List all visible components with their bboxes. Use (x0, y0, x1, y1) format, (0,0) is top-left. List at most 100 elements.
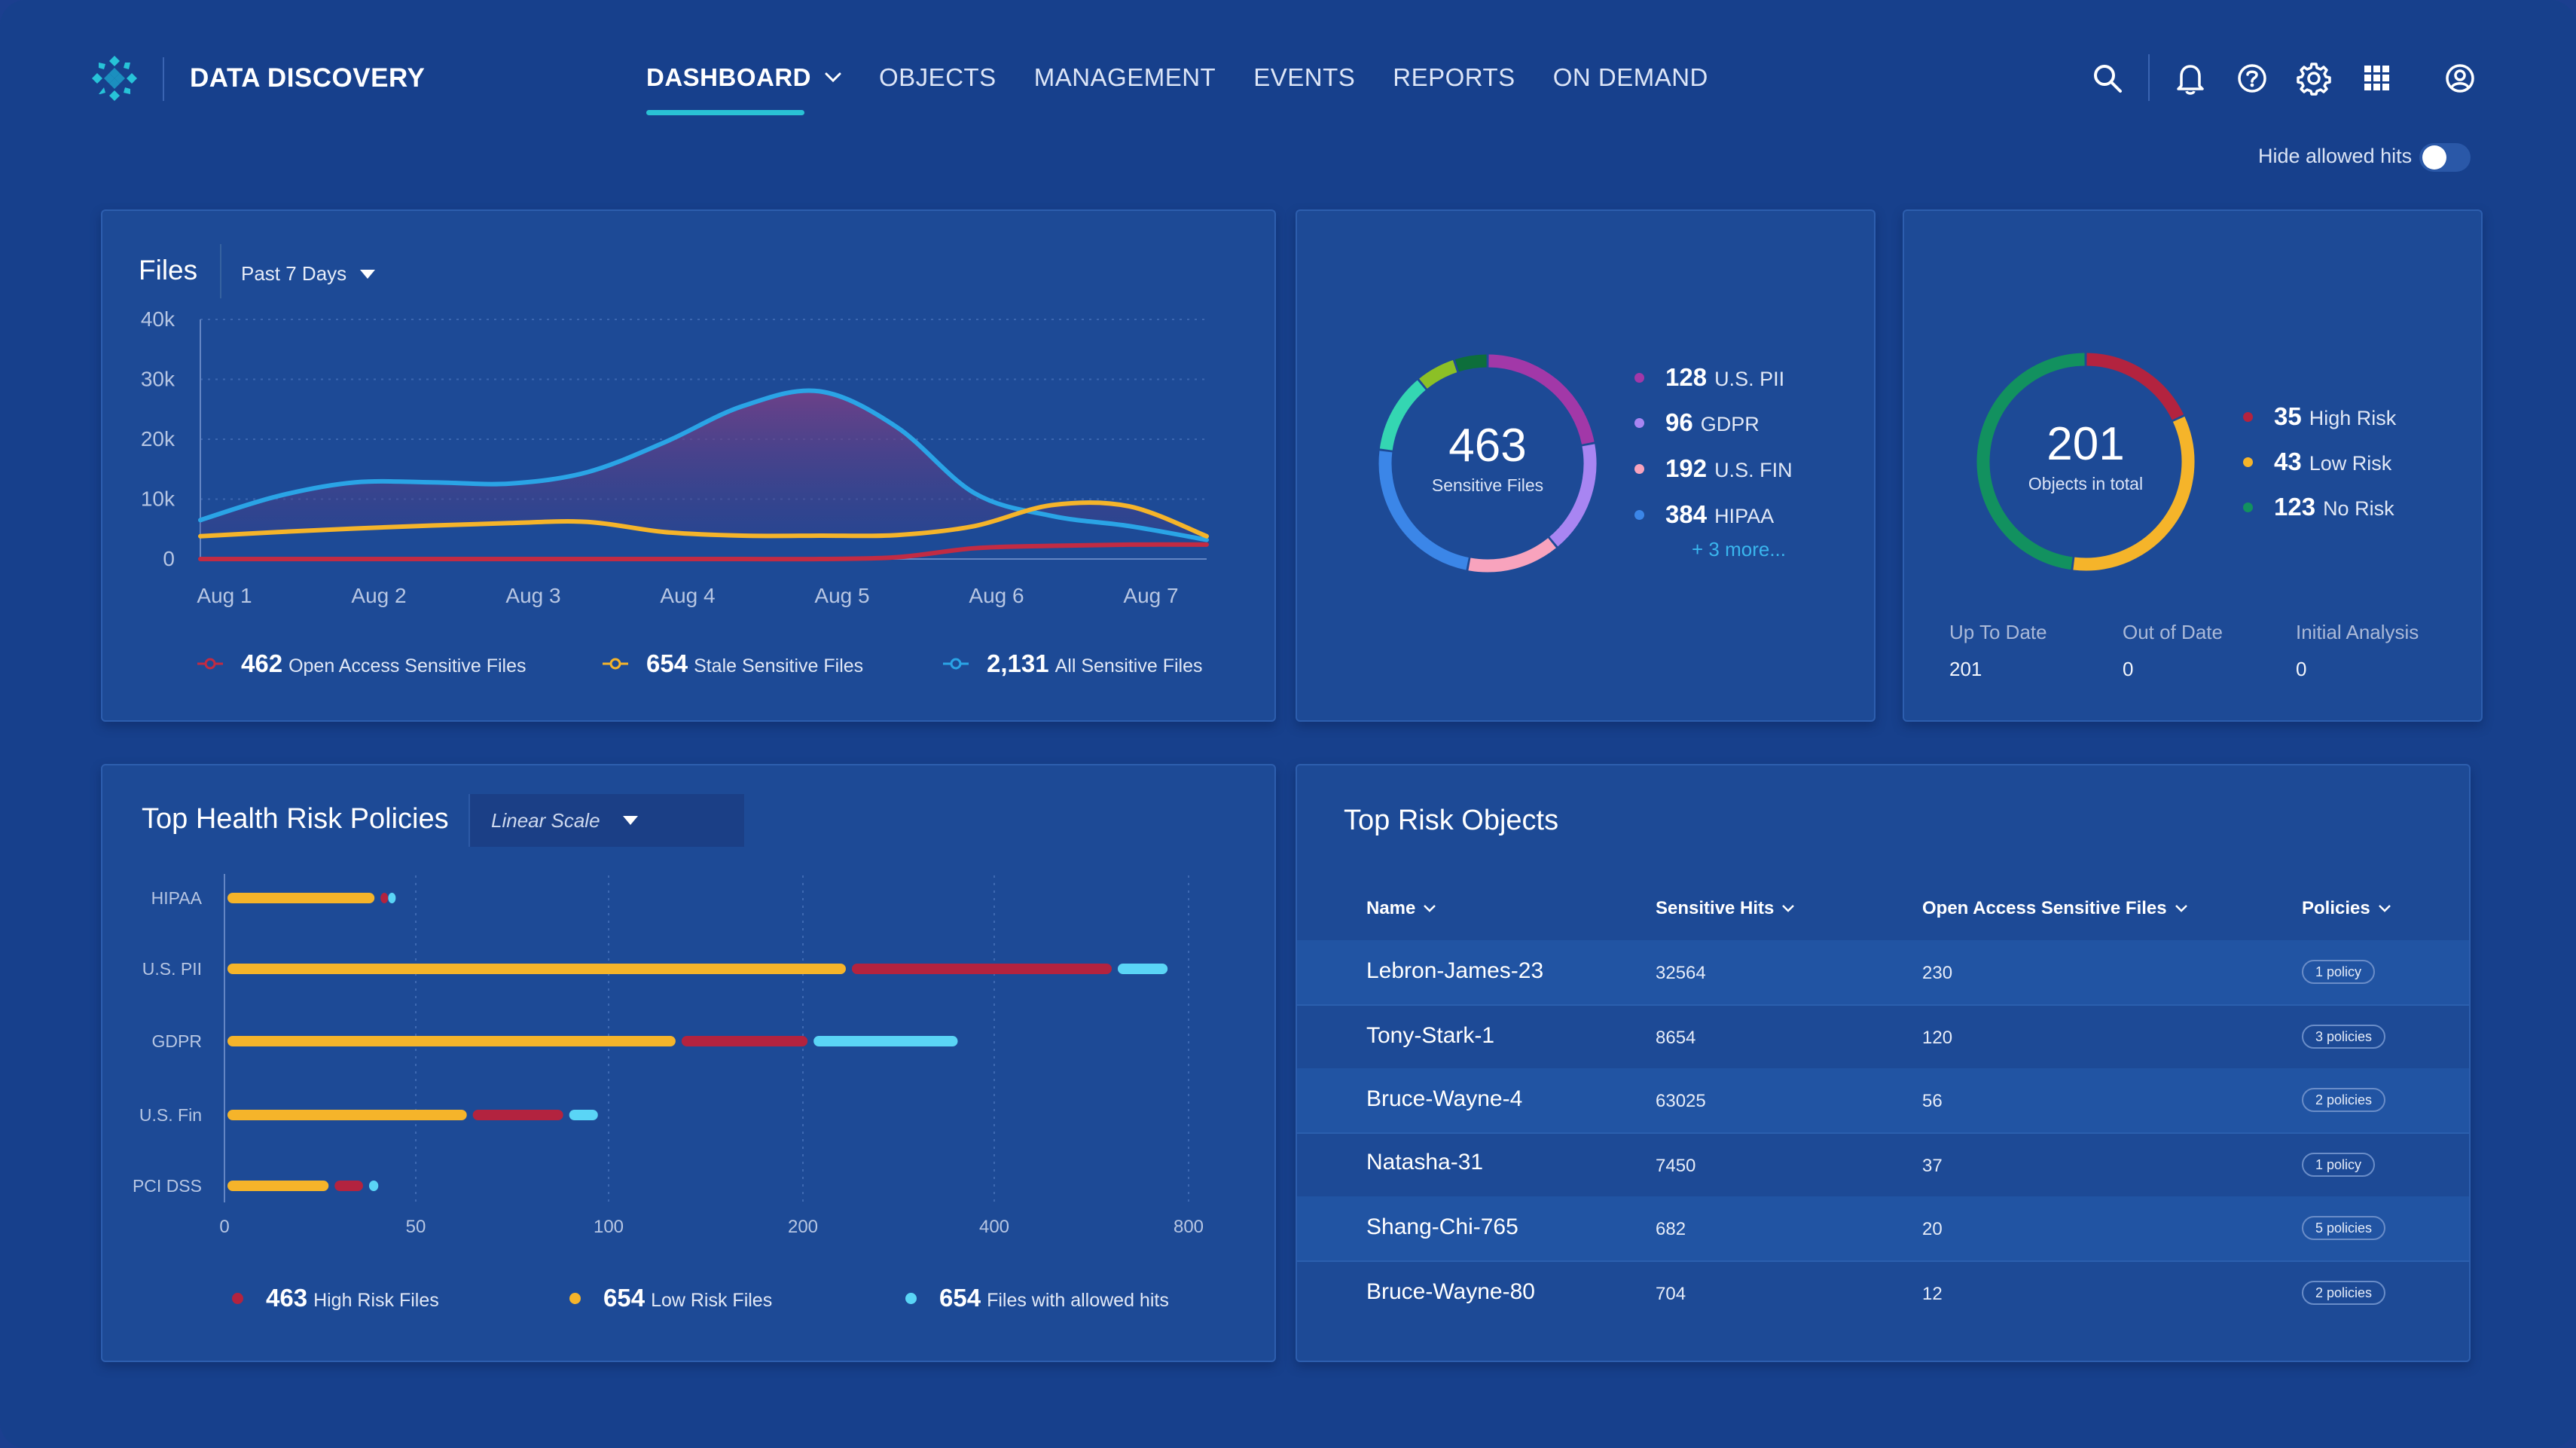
policies-badge[interactable]: 1 policy (2302, 1153, 2376, 1177)
sensitive-hits: 63025 (1656, 1091, 1706, 1111)
health-policies-title: Top Health Risk Policies (142, 803, 449, 835)
legend-line-marker (943, 658, 969, 670)
y-tick-label: 10k (141, 487, 175, 511)
legend-hipaa: 384 HIPAA (1634, 500, 1774, 529)
apps-button[interactable] (2358, 59, 2397, 98)
notifications-button[interactable] (2171, 59, 2210, 98)
object-name[interactable]: Natasha-31 (1366, 1150, 1484, 1175)
bar-files-with-allowed-hits (569, 1110, 598, 1120)
more-categories-link[interactable]: + 3 more... (1692, 538, 1786, 561)
status-label: Initial Analysis (2296, 621, 2419, 643)
donut-segment (1379, 380, 1426, 451)
object-name[interactable]: Tony-Stark-1 (1366, 1023, 1495, 1048)
legend-low-risk: 43 Low Risk (2243, 448, 2391, 476)
column-header-name[interactable]: Name (1366, 898, 1436, 919)
legend-value: 96 (1665, 408, 1693, 436)
sensitive-center: 463 Sensitive Files (1412, 419, 1563, 496)
y-category-label: U.S. PII (142, 959, 202, 979)
sensitive-hits: 8654 (1656, 1028, 1696, 1048)
sensitive-hits: 682 (1656, 1219, 1686, 1239)
legend-label: U.S. FIN (1714, 459, 1793, 481)
policies-badge[interactable]: 3 policies (2302, 1025, 2386, 1049)
object-name[interactable]: Bruce-Wayne-4 (1366, 1086, 1523, 1111)
y-tick-label: 30k (141, 368, 175, 391)
period-label: Past 7 Days (241, 262, 347, 285)
scale-dropdown[interactable]: Linear Scale (469, 794, 744, 847)
x-tick-label: 400 (979, 1217, 1009, 1237)
nav-on-demand[interactable]: ON DEMAND (1552, 63, 1708, 91)
legend-high-risk: 35 High Risk (2243, 402, 2396, 431)
settings-button[interactable] (2294, 59, 2333, 98)
all-sensitive-area (200, 390, 1207, 540)
legend-dot (905, 1292, 917, 1304)
bar-high-risk-files (681, 1036, 808, 1046)
help-icon (2238, 64, 2266, 93)
legend-dot (2243, 411, 2253, 422)
column-header-open-access[interactable]: Open Access Sensitive Files (1922, 898, 2188, 919)
x-tick-label: Aug 6 (969, 584, 1024, 607)
risk-objects-title: Top Risk Objects (1344, 805, 1559, 836)
help-button[interactable] (2233, 59, 2272, 98)
x-tick-label: 50 (406, 1217, 426, 1237)
legend-value: 462 (241, 649, 283, 677)
legend-value: 192 (1665, 454, 1708, 482)
files-line-chart: 40k 30k 20k 10k 0 Aug 1 Aug 2 Aug 3 Aug 4 Aug 5 Au… (141, 307, 1209, 607)
search-icon (2094, 65, 2122, 93)
profile-button[interactable] (2440, 59, 2480, 98)
nav-events[interactable]: EVENTS (1253, 63, 1356, 91)
legend-dot (1634, 463, 1644, 474)
row-divider (1297, 1004, 2469, 1006)
legend-label: All Sensitive Files (1055, 655, 1203, 677)
column-header-policies[interactable]: Policies (2302, 898, 2391, 919)
policies-badge[interactable]: 2 policies (2302, 1088, 2386, 1112)
search-button[interactable] (2088, 59, 2127, 98)
legend-label: U.S. PII (1714, 368, 1785, 390)
status-label: Out of Date (2123, 621, 2223, 643)
sensitive-hits: 32564 (1656, 963, 1706, 983)
policies-badge[interactable]: 2 policies (2302, 1281, 2386, 1305)
y-category-label: HIPAA (151, 888, 203, 908)
policies-badge[interactable]: 1 policy (2302, 960, 2376, 984)
hide-allowed-hits-toggle[interactable] (2419, 143, 2471, 172)
legend-label: HIPAA (1714, 505, 1775, 527)
sensitive-hits: 7450 (1656, 1156, 1696, 1176)
logo-divider (163, 57, 164, 101)
x-tick-label: Aug 4 (660, 584, 715, 607)
legend-no-risk: 123 No Risk (2243, 493, 2394, 521)
legend-line-marker (603, 658, 628, 670)
legend-dot (1634, 417, 1644, 428)
legend-label: High Risk (2309, 407, 2397, 429)
scale-label: Linear Scale (491, 808, 600, 832)
legend-line-marker (197, 658, 223, 670)
table-row[interactable] (1297, 940, 2469, 1004)
table-row[interactable] (1297, 1068, 2469, 1132)
status-initial-analysis: Initial Analysis 0 (2296, 621, 2419, 681)
object-name[interactable]: Shang-Chi-765 (1366, 1214, 1518, 1239)
objects-center: 201 Objects in total (2010, 417, 2161, 494)
nav-dashboard[interactable]: DASHBOARD (646, 63, 841, 92)
period-dropdown[interactable]: Past 7 Days (241, 262, 376, 286)
main-nav: DASHBOARD OBJECTS MANAGEMENT EVENTS REPO… (646, 63, 1746, 92)
policies-badge[interactable]: 5 policies (2302, 1216, 2386, 1240)
nav-objects[interactable]: OBJECTS (879, 63, 997, 91)
status-value: 201 (1949, 658, 1982, 680)
nav-reports[interactable]: REPORTS (1393, 63, 1515, 91)
legend-label: Low Risk (2309, 452, 2392, 475)
open-access-count: 20 (1922, 1219, 1943, 1239)
open-access-line (198, 542, 1209, 562)
bar-files-with-allowed-hits (368, 1181, 379, 1191)
legend-dot (232, 1292, 243, 1304)
donut-segment (1378, 451, 1469, 570)
column-header-sensitive-hits[interactable]: Sensitive Hits (1656, 898, 1795, 919)
apps-grid-icon (2364, 66, 2389, 90)
files-title: Files (139, 255, 198, 286)
object-name[interactable]: Bruce-Wayne-80 (1366, 1279, 1535, 1304)
chevron-down-icon (2378, 905, 2391, 912)
objects-total: 201 (2046, 418, 2125, 470)
object-name[interactable]: Lebron-James-23 (1366, 958, 1544, 983)
caret-down-icon (360, 269, 376, 279)
column-header-label: Open Access Sensitive Files (1922, 898, 2167, 918)
table-row[interactable] (1297, 1196, 2469, 1260)
nav-management[interactable]: MANAGEMENT (1033, 63, 1216, 91)
